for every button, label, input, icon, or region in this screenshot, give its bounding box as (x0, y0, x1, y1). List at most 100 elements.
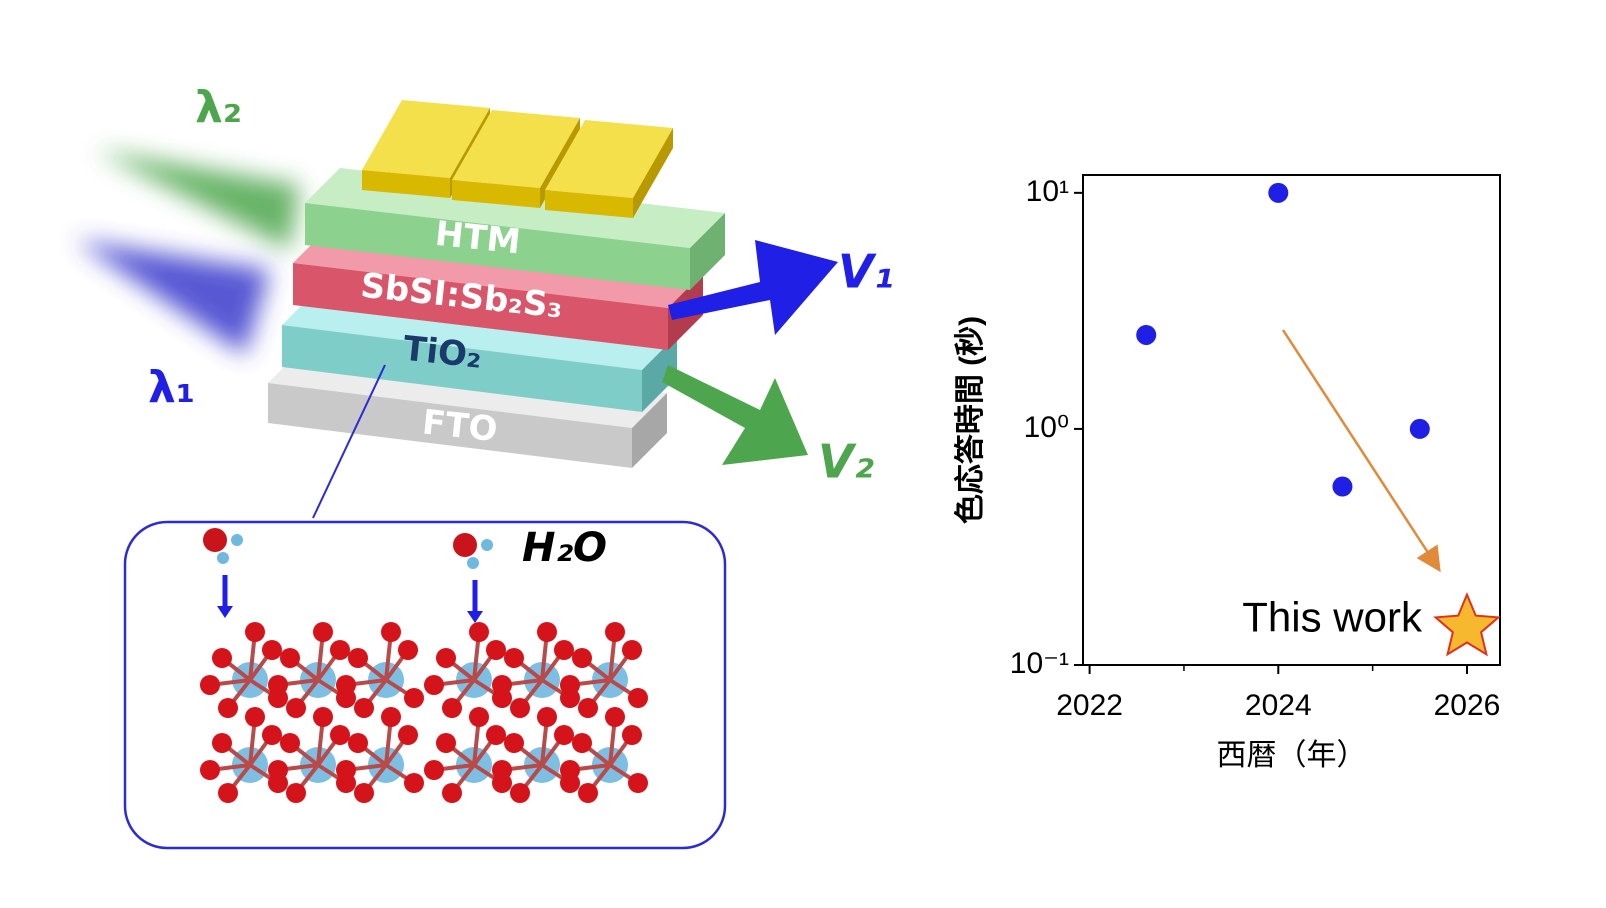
o-atom (510, 783, 530, 803)
o-atom (313, 707, 333, 727)
o-atom (492, 675, 512, 695)
o-atom (442, 698, 462, 718)
lambda2: λ₂ (195, 82, 242, 133)
o-atom (424, 760, 444, 780)
chart: 2022 2024 2026 10¹ 10⁰ 10⁻¹ 西暦（年） 色応答時間 (秒) This… (954, 174, 1501, 772)
o-atom (398, 640, 418, 660)
layer-stack (268, 100, 725, 468)
o-atom (354, 698, 374, 718)
o-atom (404, 688, 424, 708)
diagram: λ₂ λ₁ HTM SbSI:Sb₂S₃ TiO₂ FTO V₁ V₂ H₂O (75, 82, 894, 850)
arrow-v1 (668, 240, 838, 335)
o-atom (554, 640, 574, 660)
o-atom (245, 707, 265, 727)
point (1268, 182, 1289, 203)
o-atom (330, 640, 350, 660)
slab-front (282, 325, 642, 412)
slab-side (690, 213, 725, 290)
o-atom (486, 725, 506, 745)
oxygen (203, 528, 227, 552)
o-atom (313, 622, 333, 642)
o-atom (605, 622, 625, 642)
o-atom (554, 725, 574, 745)
y-tick-label: 10¹ (1026, 175, 1069, 208)
layer-label: HTM (433, 214, 522, 263)
arrow-v2 (662, 365, 808, 465)
o-atom (622, 640, 642, 660)
o-atom (245, 622, 265, 642)
y-tick-label: 10⁰ (1024, 411, 1069, 444)
o-atom (510, 698, 530, 718)
electrode-top (545, 120, 673, 198)
hydrogen (217, 552, 229, 564)
o-atom (572, 733, 592, 753)
o-atom (262, 640, 282, 660)
o-atom (354, 783, 374, 803)
x-tick-label: 2022 (1056, 689, 1123, 722)
o-atom (578, 698, 598, 718)
o-atom (404, 773, 424, 793)
beam-green (95, 150, 300, 250)
o-atom (336, 675, 356, 695)
adsorb-head (217, 606, 233, 618)
o-atom (492, 760, 512, 780)
o-atom (504, 733, 524, 753)
electrode-top (362, 100, 490, 178)
plot-frame (1082, 174, 1501, 666)
point-annotation: This work (1242, 594, 1423, 641)
o-atom (280, 648, 300, 668)
slab-front (305, 203, 690, 290)
electrode-front (545, 190, 633, 218)
oxygen (453, 533, 477, 557)
hydrogen (231, 534, 243, 546)
o-atom (280, 733, 300, 753)
o-atom (212, 648, 232, 668)
adsorb-head (467, 611, 483, 623)
o-atom (560, 760, 580, 780)
o-atom (218, 783, 238, 803)
crystal (200, 528, 648, 803)
o-atom (560, 675, 580, 695)
o-atom (424, 675, 444, 695)
o-atom (200, 760, 220, 780)
o-atom (469, 707, 489, 727)
o-atom (348, 733, 368, 753)
o-atom (436, 733, 456, 753)
point (1409, 418, 1430, 439)
o-atom (537, 707, 557, 727)
o-atom (442, 783, 462, 803)
electrode-front (452, 180, 540, 208)
o-atom (504, 648, 524, 668)
v1-label: V₁ (838, 245, 894, 299)
o-atom (268, 675, 288, 695)
lambda1: λ₁ (148, 362, 195, 413)
point (1136, 324, 1157, 345)
o-atom (486, 640, 506, 660)
o-atom (286, 698, 306, 718)
o-atom (605, 707, 625, 727)
o-atom (398, 725, 418, 745)
inset-frame (123, 520, 727, 850)
o-atom (578, 783, 598, 803)
hydrogen (481, 539, 493, 551)
o-atom (628, 688, 648, 708)
x-axis-label: 西暦（年） (1217, 739, 1367, 772)
o-atom (537, 622, 557, 642)
layer-label: TiO₂ (401, 329, 483, 377)
h2o-label: H₂O (522, 525, 607, 571)
o-atom (262, 725, 282, 745)
point (1332, 476, 1353, 497)
electrode-side (633, 128, 673, 218)
o-atom (348, 648, 368, 668)
electrode-top (452, 110, 580, 188)
o-atom (572, 648, 592, 668)
star-point (1433, 592, 1501, 657)
slab-side (632, 393, 667, 468)
slab-side (642, 335, 677, 412)
o-atom (436, 648, 456, 668)
v2-label: V₂ (818, 435, 874, 489)
o-atom (628, 773, 648, 793)
o-atom (200, 675, 220, 695)
